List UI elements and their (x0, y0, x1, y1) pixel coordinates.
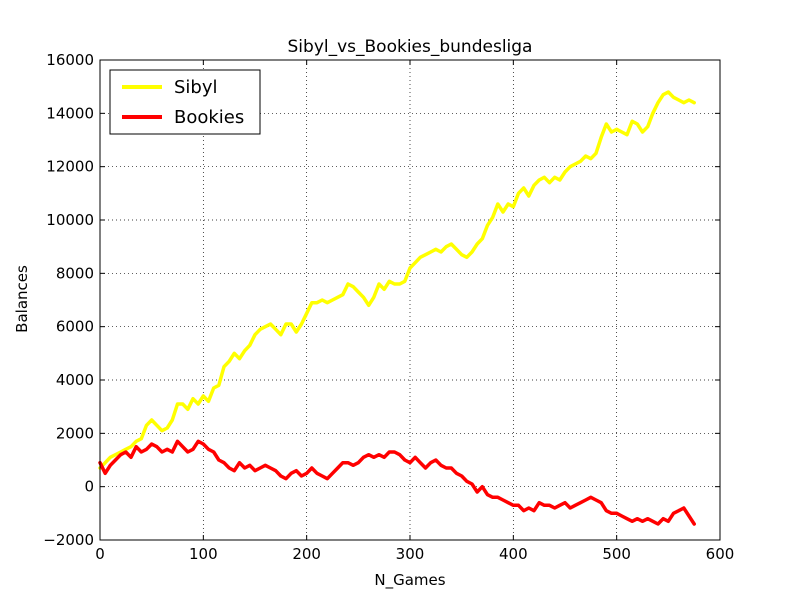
legend-box (109, 69, 261, 135)
legend-label-sibyl: Sibyl (174, 77, 218, 98)
series-layer (98, 90, 696, 526)
chart-title: Sibyl_vs_Bookies_bundesliga (288, 37, 533, 57)
y-tick-label: 2000 (56, 424, 94, 442)
x-tick-label: 400 (499, 545, 528, 563)
x-tick-label: 0 (95, 545, 105, 563)
y-tick-label: 16000 (46, 51, 94, 69)
y-tick-label: 0 (84, 478, 94, 496)
x-tick-label: 600 (706, 545, 735, 563)
y-tick-label: 6000 (56, 318, 94, 336)
y-tick-label: 12000 (46, 158, 94, 176)
x-tick-label: 200 (292, 545, 321, 563)
series-line-bookies (98, 439, 696, 526)
series-line-sibyl (98, 90, 696, 470)
y-tick-label: 8000 (56, 264, 94, 282)
y-tick-label: −2000 (43, 531, 94, 549)
y-tick-label: 14000 (46, 104, 94, 122)
legend: Sibyl Bookies (109, 69, 261, 135)
axis-ticks: 0 100 200 300 400 500 600−20000200040006000800… (43, 51, 734, 563)
x-axis-label: N_Games (374, 571, 445, 590)
legend-label-bookies: Bookies (174, 107, 244, 128)
y-axis-label: Balances (13, 265, 31, 333)
x-tick-label: 100 (189, 545, 218, 563)
y-tick-label: 4000 (56, 371, 94, 389)
x-tick-label: 300 (396, 545, 425, 563)
x-tick-label: 500 (602, 545, 631, 563)
y-tick-label: 10000 (46, 211, 94, 229)
